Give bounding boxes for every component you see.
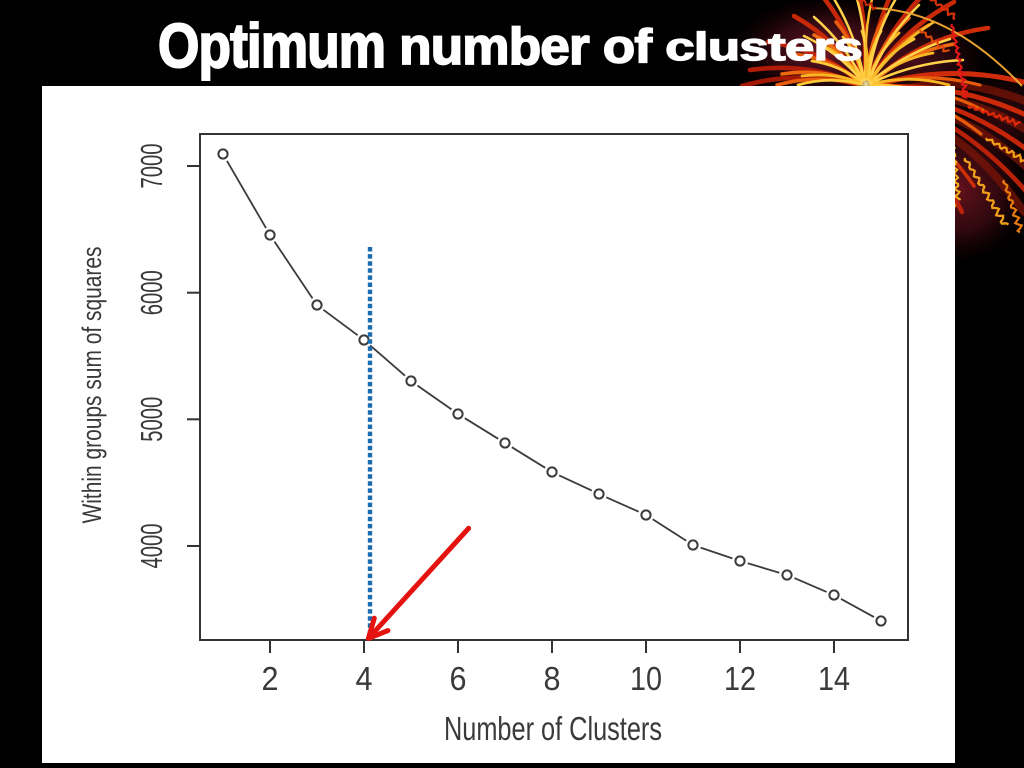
svg-text:12: 12 [724,660,756,697]
svg-text:4: 4 [356,660,373,697]
svg-text:4000: 4000 [134,524,169,569]
svg-text:Number of Clusters: Number of Clusters [444,710,662,747]
svg-text:8: 8 [544,660,561,697]
svg-text:2: 2 [262,660,279,697]
svg-text:10: 10 [630,660,662,697]
svg-text:Within groups sum of squares: Within groups sum of squares [77,247,107,524]
svg-text:14: 14 [818,660,850,697]
svg-text:6: 6 [450,660,467,697]
svg-text:7000: 7000 [134,144,169,189]
svg-text:5000: 5000 [134,397,169,442]
svg-text:6000: 6000 [134,270,169,315]
